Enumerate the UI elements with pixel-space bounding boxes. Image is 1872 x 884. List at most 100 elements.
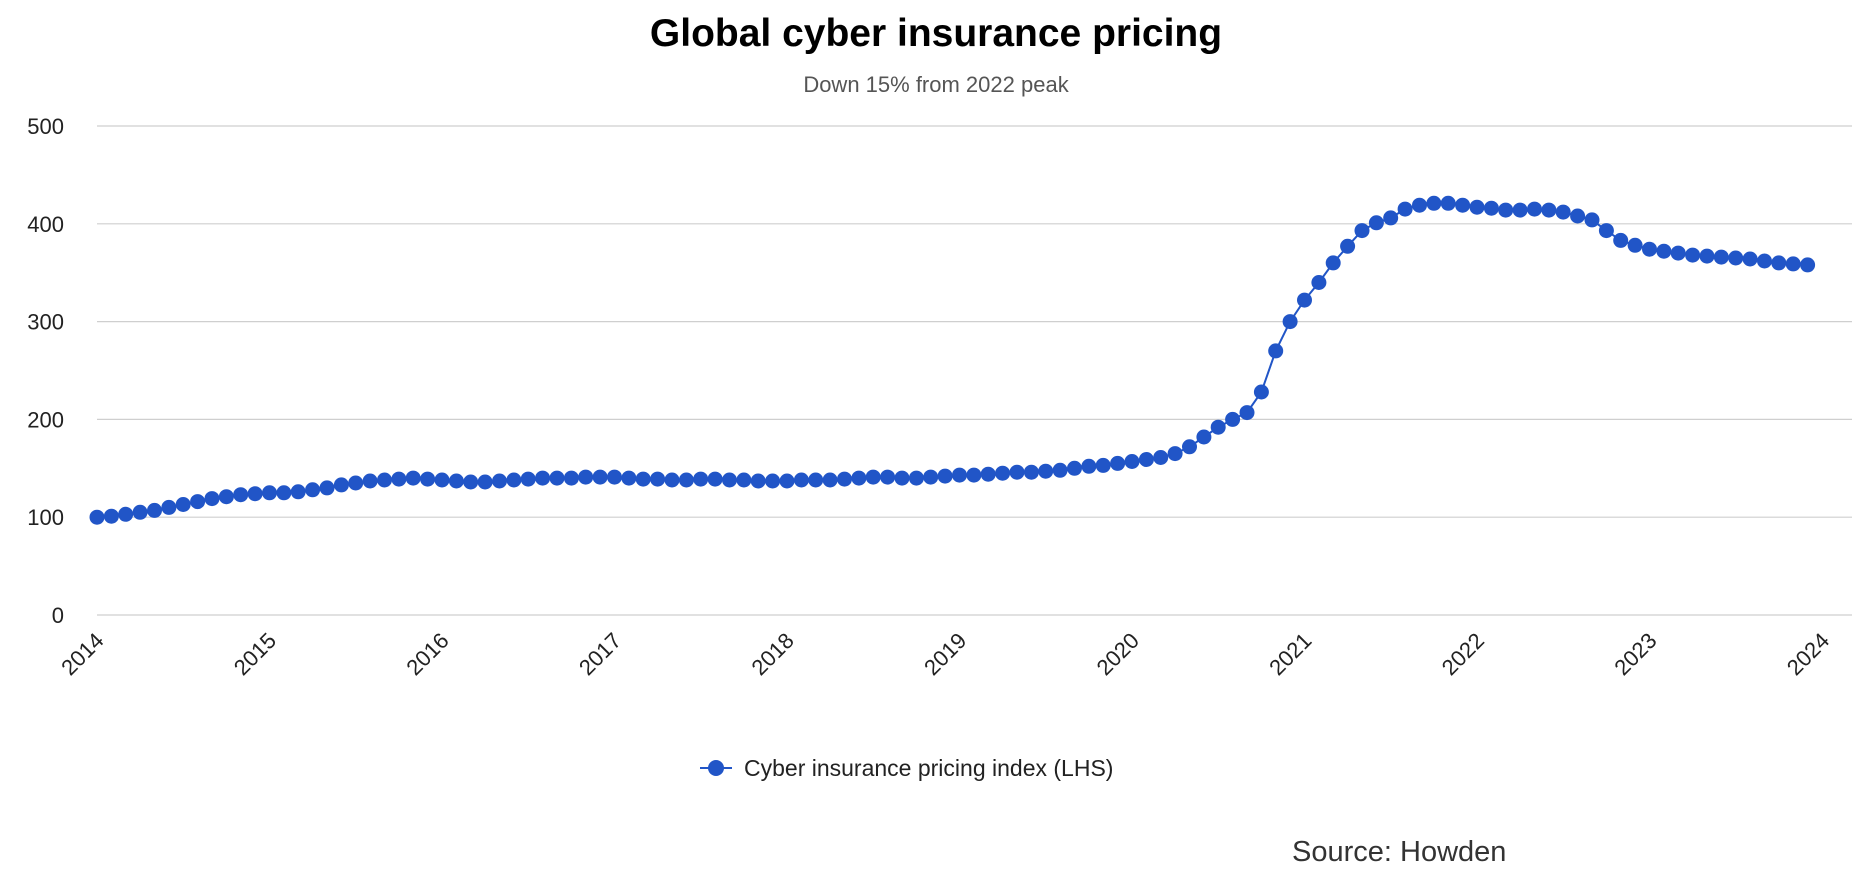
data-point	[808, 472, 824, 488]
data-point	[1110, 455, 1126, 471]
y-tick-label: 300	[27, 310, 64, 335]
data-point	[1785, 256, 1801, 272]
data-point	[980, 466, 996, 482]
data-point	[650, 471, 666, 487]
data-point	[1541, 202, 1557, 218]
data-point	[420, 471, 436, 487]
gridlines	[97, 125, 1852, 616]
data-point	[1182, 439, 1197, 455]
y-tick-label: 100	[27, 505, 64, 530]
data-point	[1771, 255, 1787, 271]
x-tick-label: 2020	[1092, 628, 1144, 680]
data-point	[1570, 208, 1586, 224]
data-point	[1455, 197, 1471, 213]
data-point	[952, 467, 967, 483]
data-point	[1512, 202, 1528, 218]
data-point	[1527, 201, 1542, 217]
data-point	[750, 473, 766, 489]
data-point	[894, 470, 910, 486]
chart-title: Global cyber insurance pricing	[649, 12, 1223, 55]
data-point	[592, 469, 608, 485]
data-point	[851, 470, 867, 486]
data-point	[1800, 257, 1816, 273]
data-point	[549, 470, 565, 486]
data-point	[822, 472, 838, 488]
data-point	[319, 480, 335, 496]
data-point	[1613, 232, 1629, 248]
data-point	[578, 469, 594, 485]
data-point	[722, 472, 737, 488]
data-point	[1383, 210, 1399, 226]
data-point	[1627, 237, 1643, 253]
data-point	[880, 469, 896, 485]
data-point	[1440, 195, 1456, 211]
data-point	[233, 487, 249, 503]
x-tick-label: 2019	[919, 628, 971, 680]
y-tick-label: 500	[27, 114, 64, 139]
data-point	[736, 472, 752, 488]
data-point	[1225, 411, 1241, 427]
data-point	[118, 506, 134, 522]
data-point	[305, 482, 321, 498]
data-point	[405, 470, 421, 486]
data-point	[1483, 200, 1499, 216]
data-point	[908, 470, 924, 486]
data-point	[535, 470, 551, 486]
data-point	[190, 494, 206, 510]
data-point	[204, 491, 220, 507]
data-point	[865, 469, 881, 485]
data-point	[707, 471, 723, 487]
legend[interactable]: Cyber insurance pricing index (LHS)	[700, 755, 1113, 781]
legend-marker	[708, 760, 724, 776]
data-point	[793, 472, 809, 488]
x-tick-label: 2016	[401, 628, 453, 680]
data-point	[1685, 247, 1701, 263]
data-point	[218, 489, 234, 505]
data-point	[1038, 463, 1054, 479]
data-point	[693, 471, 709, 487]
data-point	[1167, 446, 1183, 462]
data-point	[1642, 241, 1657, 257]
data-point	[262, 485, 277, 501]
data-point	[995, 465, 1011, 481]
data-point	[966, 467, 982, 483]
x-tick-label: 2017	[574, 628, 626, 680]
data-point	[1196, 429, 1212, 445]
data-point	[1397, 201, 1413, 217]
chart-subtitle: Down 15% from 2022 peak	[803, 72, 1069, 97]
data-point	[1311, 275, 1327, 290]
data-point	[923, 469, 939, 485]
series-pricing-index	[89, 195, 1816, 525]
data-point	[333, 477, 349, 493]
data-point	[1253, 384, 1269, 400]
data-point	[1138, 452, 1154, 467]
data-point	[1670, 245, 1686, 261]
x-tick-label: 2015	[229, 628, 281, 680]
data-point	[1598, 223, 1614, 239]
data-point	[391, 471, 407, 487]
data-point	[247, 486, 263, 502]
x-tick-label: 2018	[747, 628, 799, 680]
data-point	[1210, 419, 1226, 435]
data-point	[664, 472, 680, 488]
x-tick-label: 2022	[1437, 628, 1489, 680]
data-point	[161, 499, 177, 515]
x-tick-label: 2024	[1782, 628, 1834, 680]
data-point	[1340, 238, 1356, 254]
data-point	[1009, 464, 1025, 480]
data-point	[678, 472, 694, 488]
data-point	[448, 473, 464, 489]
data-point	[635, 471, 651, 487]
data-point	[1368, 215, 1384, 231]
data-point	[1656, 243, 1672, 259]
data-point	[377, 472, 392, 488]
data-point	[1239, 405, 1255, 421]
data-point	[290, 484, 306, 500]
data-point	[1757, 253, 1772, 269]
data-point	[175, 497, 191, 512]
data-point	[362, 473, 378, 489]
data-point	[1555, 204, 1571, 220]
data-point	[1081, 458, 1097, 474]
data-point	[477, 474, 493, 490]
data-point	[1469, 199, 1485, 215]
